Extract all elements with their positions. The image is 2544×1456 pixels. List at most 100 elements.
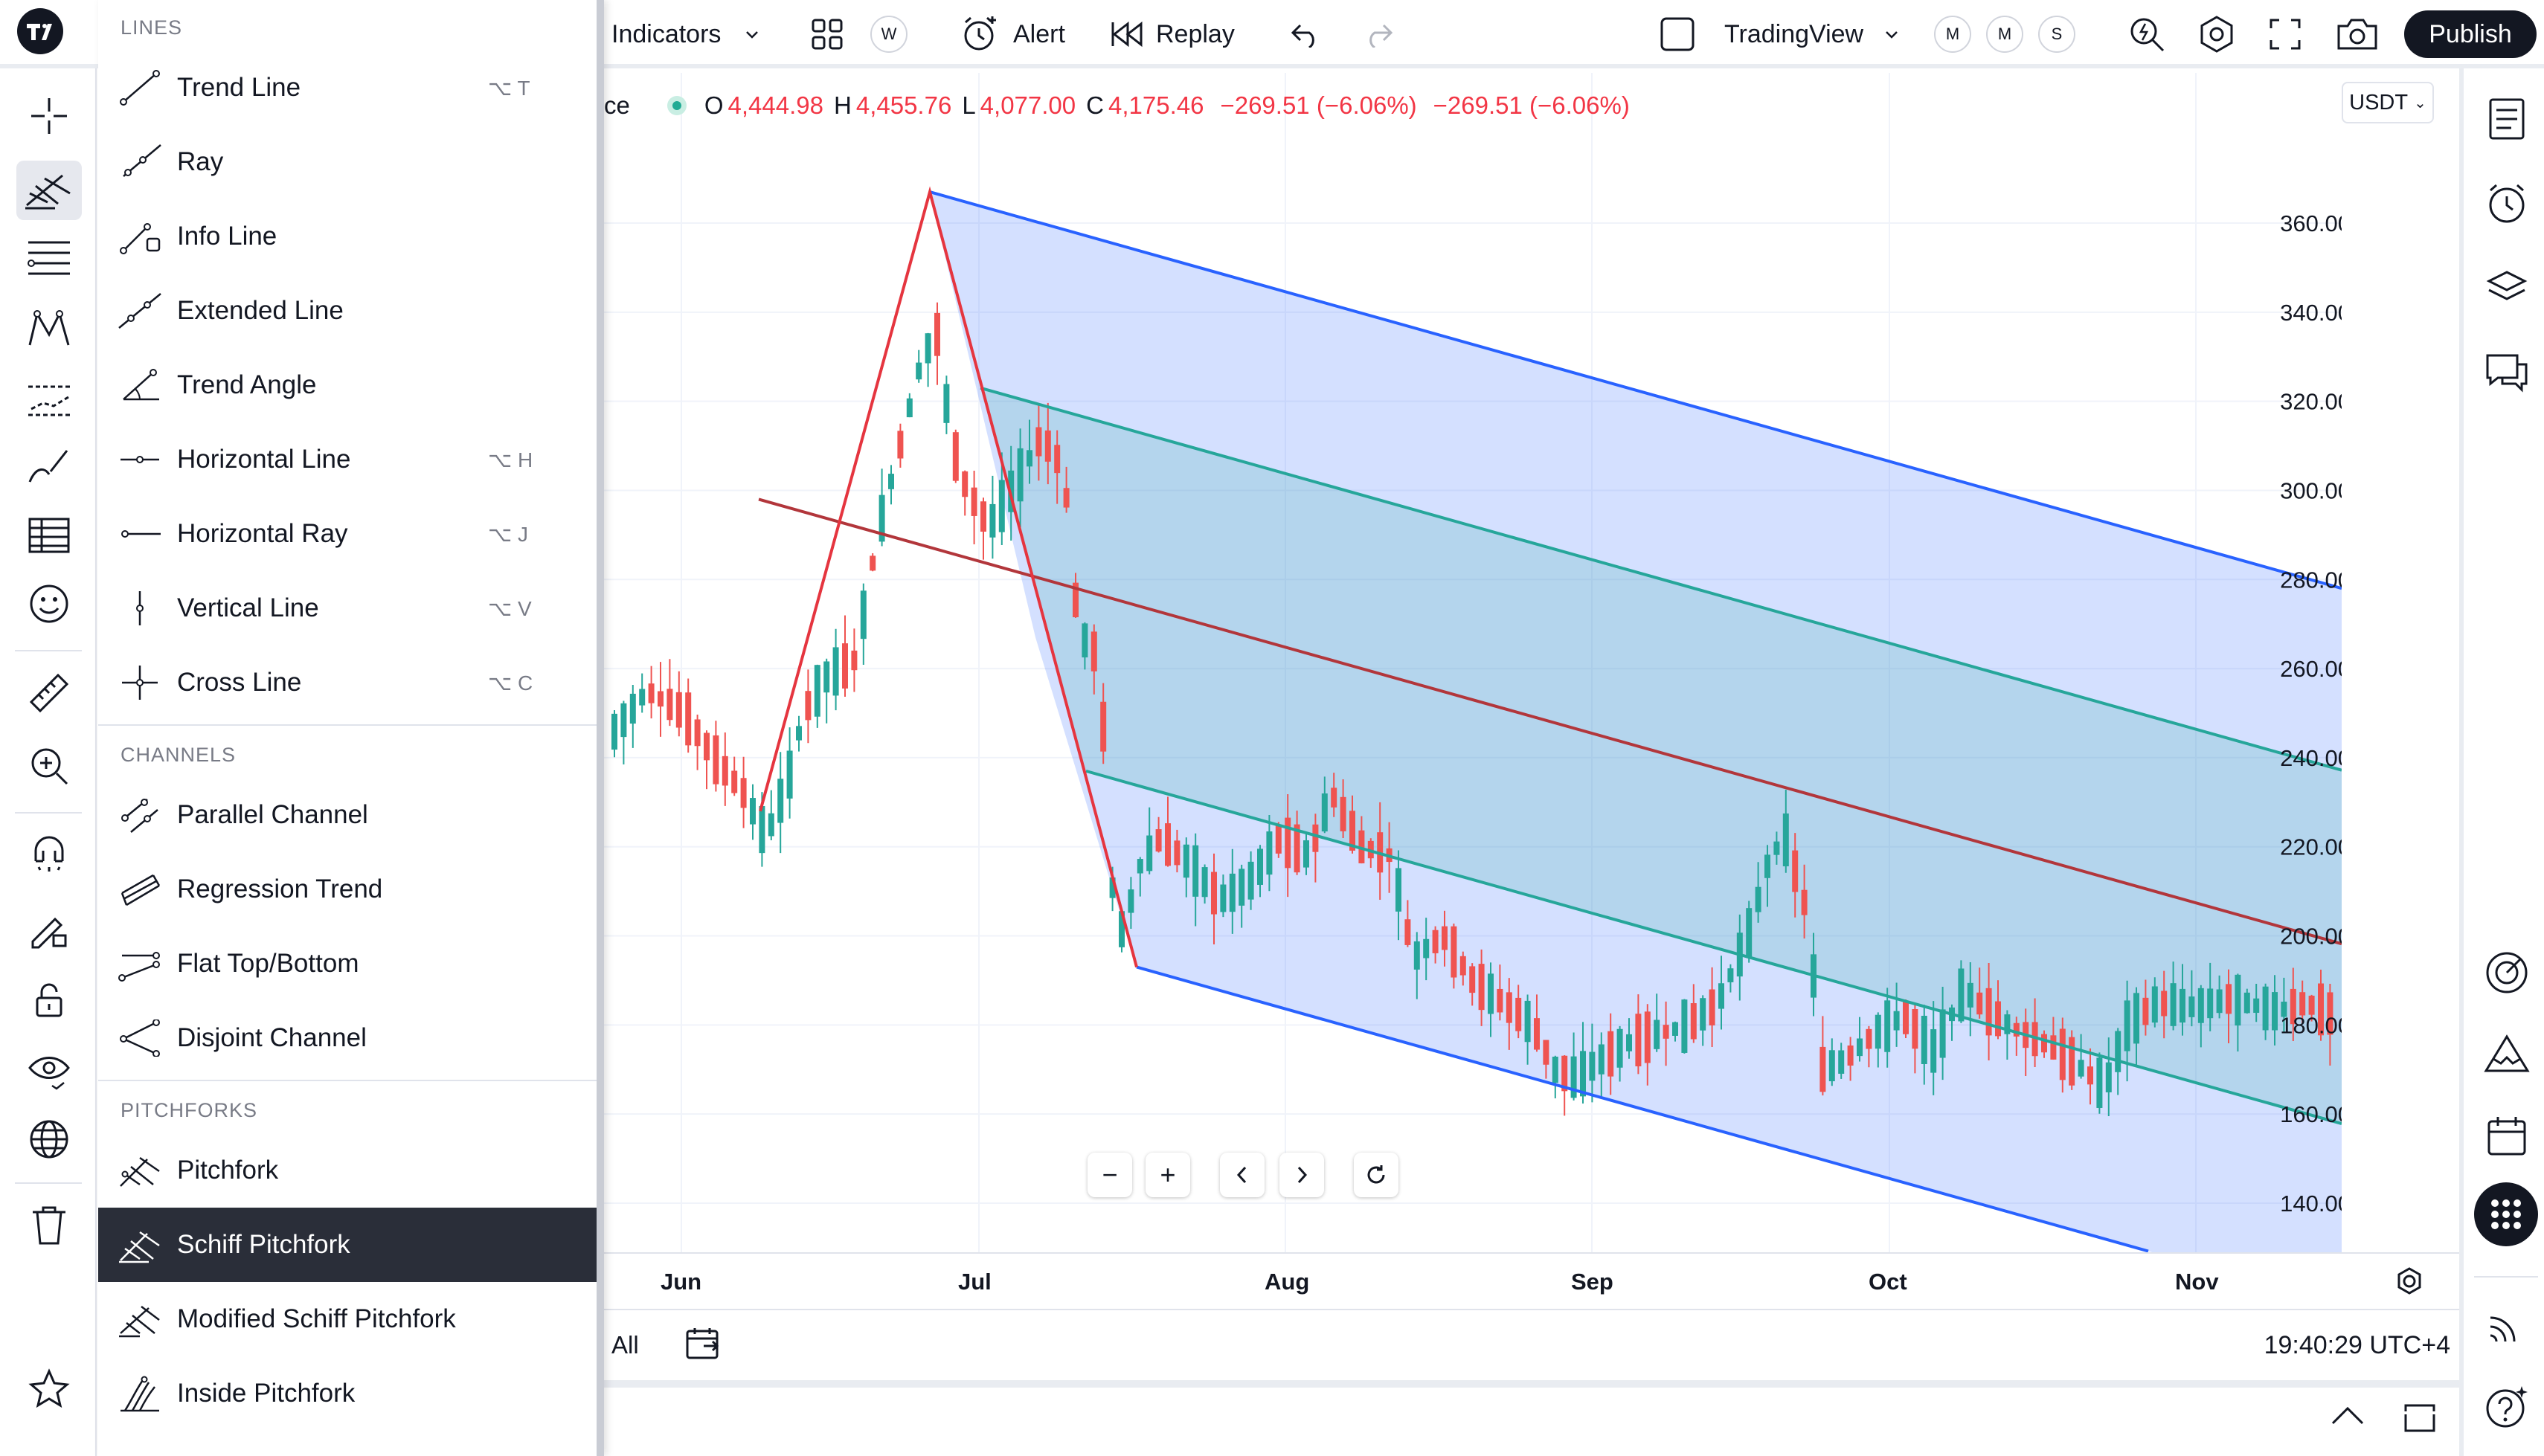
menu-item-parallel-channel[interactable]: Parallel Channel — [98, 778, 597, 852]
ideas-button[interactable] — [2480, 1028, 2534, 1081]
time-axis-label: Oct — [1869, 1269, 1907, 1295]
candle-body — [2318, 983, 2324, 1036]
menu-item-pitchfork[interactable]: Pitchfork — [98, 1133, 597, 1208]
alerts-button[interactable] — [2480, 177, 2534, 231]
scroll-left-button[interactable] — [1220, 1153, 1265, 1197]
menu-item-label: Trend Line — [177, 73, 301, 102]
layout-name: TradingView — [1724, 19, 1864, 48]
menu-item-horizontal-ray[interactable]: Horizontal Ray ⌥ J — [98, 497, 597, 571]
undo-button[interactable] — [1290, 13, 1323, 55]
currency-select[interactable]: USDT ⌄ — [2342, 82, 2434, 123]
hide-drawings-tool[interactable] — [16, 1040, 82, 1099]
fullscreen-button[interactable] — [2269, 13, 2302, 55]
alert-button[interactable]: Alert — [960, 13, 1065, 55]
camera-icon — [2337, 19, 2377, 50]
disjoint-channel-icon — [118, 1019, 162, 1057]
candle-body — [750, 798, 756, 825]
zoom-in-tool[interactable] — [16, 736, 82, 796]
menu-item-trend-line[interactable]: Trend Line ⌥ T — [98, 51, 597, 125]
menu-item-ray[interactable]: Ray — [98, 125, 597, 199]
candle-body — [1349, 811, 1355, 851]
clock-display[interactable]: 19:40:29 UTC+4 — [2264, 1331, 2450, 1359]
candle-body — [1635, 1014, 1642, 1066]
crosshair-tool[interactable] — [16, 86, 82, 146]
global-sync-tool[interactable] — [16, 1109, 82, 1169]
favorites-tool[interactable] — [16, 1359, 82, 1419]
streams-button[interactable] — [2480, 1298, 2534, 1352]
zoom-out-button[interactable]: − — [1088, 1153, 1132, 1197]
maximize-panel-button[interactable] — [2401, 1401, 2438, 1439]
brush-icon — [28, 450, 68, 483]
candle-body — [2281, 1002, 2287, 1017]
time-axis[interactable]: Jun Jul Aug Sep Oct Nov — [604, 1252, 2462, 1309]
menu-item-disjoint-channel[interactable]: Disjoint Channel — [98, 1001, 597, 1075]
menu-item-extended-line[interactable]: Extended Line — [98, 274, 597, 348]
tradingview-logo[interactable] — [16, 8, 64, 54]
menu-item-cross-line[interactable]: Cross Line ⌥ C — [98, 645, 597, 720]
menu-item-flat-top-bottom[interactable]: Flat Top/Bottom — [98, 927, 597, 1001]
hotlist-button[interactable] — [2480, 946, 2534, 999]
range-all-button[interactable]: All — [611, 1331, 639, 1359]
forecasting-tool-group[interactable] — [16, 369, 82, 428]
menu-item-label: Modified Schiff Pitchfork — [177, 1304, 456, 1333]
menu-item-trend-angle[interactable]: Trend Angle — [98, 348, 597, 422]
object-tree-button[interactable] — [2480, 262, 2534, 315]
go-to-date-button[interactable] — [684, 1325, 723, 1366]
m-button-2[interactable]: M — [1986, 16, 2023, 53]
candle-body — [2041, 1034, 2047, 1053]
market-status-icon[interactable] — [666, 96, 687, 115]
text-tool-group[interactable] — [16, 506, 82, 565]
lock-drawing-tool[interactable] — [16, 900, 82, 959]
layouts-grid-button[interactable] — [811, 13, 844, 55]
layout-select-button[interactable]: TradingView — [1659, 13, 1901, 55]
magnet-tool[interactable] — [16, 828, 82, 888]
reset-chart-button[interactable] — [1354, 1153, 1398, 1197]
eye-icon — [28, 1057, 70, 1090]
chart-pane[interactable]: 360.00 340.00 320.00 300.00 280.00 260.00 240.… — [604, 73, 2342, 1252]
patterns-tool-group[interactable] — [16, 299, 82, 358]
calendar-button[interactable] — [2480, 1109, 2534, 1163]
layout-badge-button[interactable]: W — [870, 16, 908, 53]
brush-tool-group[interactable] — [16, 436, 82, 495]
watchlist-button[interactable] — [2480, 92, 2534, 146]
menu-item-modified-schiff-pitchfork[interactable]: Modified Schiff Pitchfork — [98, 1282, 597, 1356]
candle-body — [1266, 831, 1273, 875]
expand-panel-button[interactable] — [2328, 1402, 2367, 1433]
s-button[interactable]: S — [2038, 16, 2075, 53]
zoom-in-button[interactable]: + — [1146, 1153, 1190, 1197]
lines-tool-group[interactable] — [16, 161, 82, 220]
icons-tool-group[interactable] — [16, 574, 82, 634]
menu-item-inside-pitchfork[interactable]: Inside Pitchfork — [98, 1356, 597, 1431]
indicators-button[interactable]: Indicators — [611, 13, 761, 55]
fib-tool-group[interactable] — [16, 228, 82, 287]
menu-item-schiff-pitchfork[interactable]: Schiff Pitchfork — [98, 1208, 597, 1282]
chats-button[interactable] — [2480, 347, 2534, 400]
replay-button[interactable]: Replay — [1108, 13, 1235, 55]
menu-item-regression-trend[interactable]: Regression Trend — [98, 852, 597, 927]
close-value: 4,175.46 — [1108, 91, 1204, 119]
snapshot-button[interactable] — [2336, 13, 2379, 55]
scroll-right-button[interactable] — [1279, 1153, 1324, 1197]
redo-button[interactable] — [1361, 13, 1394, 55]
price-chart[interactable]: 360.00 340.00 320.00 300.00 280.00 260.00 240.… — [604, 73, 2342, 1252]
menu-item-vertical-line[interactable]: Vertical Line ⌥ V — [98, 571, 597, 645]
quick-search-button[interactable] — [2127, 13, 2166, 55]
chart-settings-button[interactable] — [2394, 1266, 2425, 1301]
apps-button[interactable] — [2474, 1182, 2538, 1246]
m-button-1[interactable]: M — [1934, 16, 1971, 53]
candle-body — [768, 813, 774, 837]
publish-button[interactable]: Publish — [2404, 10, 2537, 58]
menu-item-horizontal-line[interactable]: Horizontal Line ⌥ H — [98, 422, 597, 497]
remove-drawings-tool[interactable] — [16, 1196, 82, 1255]
candle-body — [2050, 1035, 2057, 1060]
settings-button[interactable] — [2197, 13, 2236, 55]
candle-body — [1488, 973, 1494, 1014]
menu-item-info-line[interactable]: Info Line — [98, 199, 597, 274]
candle-body — [2161, 990, 2168, 1017]
horizontal-ray-icon — [118, 515, 162, 553]
candle-body — [1100, 701, 1107, 752]
lock-all-tool[interactable] — [16, 970, 82, 1029]
measure-tool[interactable] — [16, 663, 82, 723]
help-button[interactable] — [2480, 1380, 2534, 1434]
candle-body — [1709, 989, 1715, 1025]
